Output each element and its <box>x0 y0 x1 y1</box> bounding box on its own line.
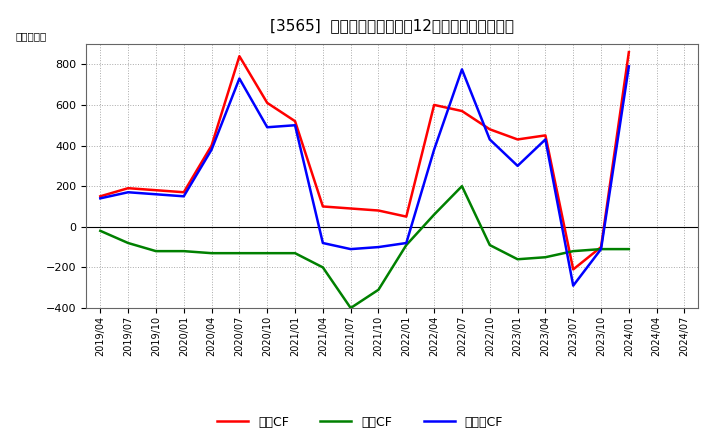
Legend: 営業CF, 投資CF, フリーCF: 営業CF, 投資CF, フリーCF <box>212 411 508 434</box>
Title: [3565]  キャッシュフローの12か月移動合計の推移: [3565] キャッシュフローの12か月移動合計の推移 <box>271 18 514 33</box>
Y-axis label: （百万円）: （百万円） <box>16 31 47 41</box>
